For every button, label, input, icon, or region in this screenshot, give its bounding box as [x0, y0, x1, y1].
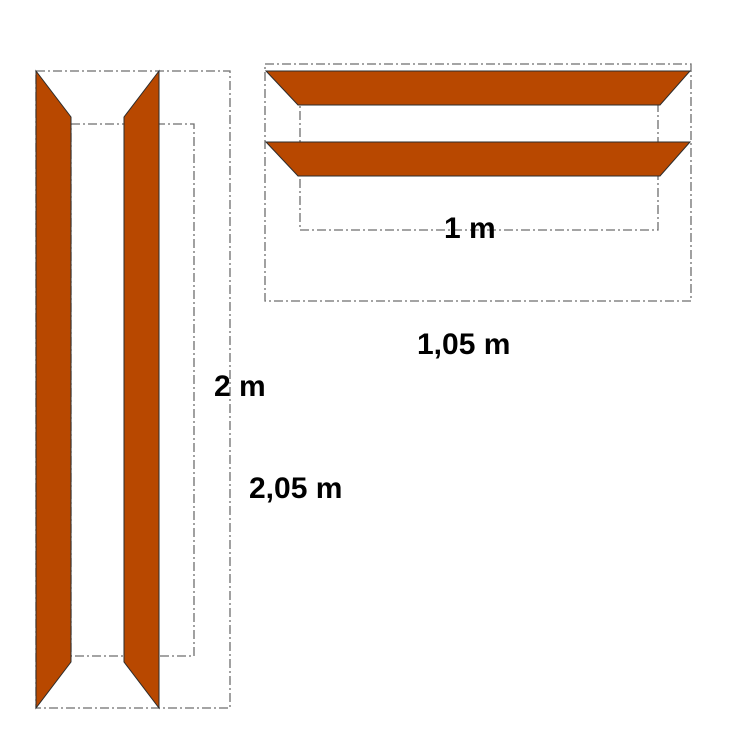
vertical-frame-pieces — [35, 69, 160, 710]
bottom-horizontal-frame-piece — [264, 141, 692, 177]
horizontal-outer-length-label: 1,05 m — [417, 328, 510, 361]
vertical-outer-length-label: 2,05 m — [249, 472, 342, 505]
horizontal-inner-length-label: 1 m — [444, 212, 496, 245]
vertical-inner-length-label: 2 m — [214, 370, 266, 403]
horizontal-outer-dimension-box — [264, 63, 692, 302]
horizontal-frame-pieces — [264, 70, 692, 177]
left-vertical-frame-piece — [35, 69, 72, 710]
right-vertical-frame-piece — [123, 69, 160, 710]
top-horizontal-frame-piece — [264, 70, 692, 106]
